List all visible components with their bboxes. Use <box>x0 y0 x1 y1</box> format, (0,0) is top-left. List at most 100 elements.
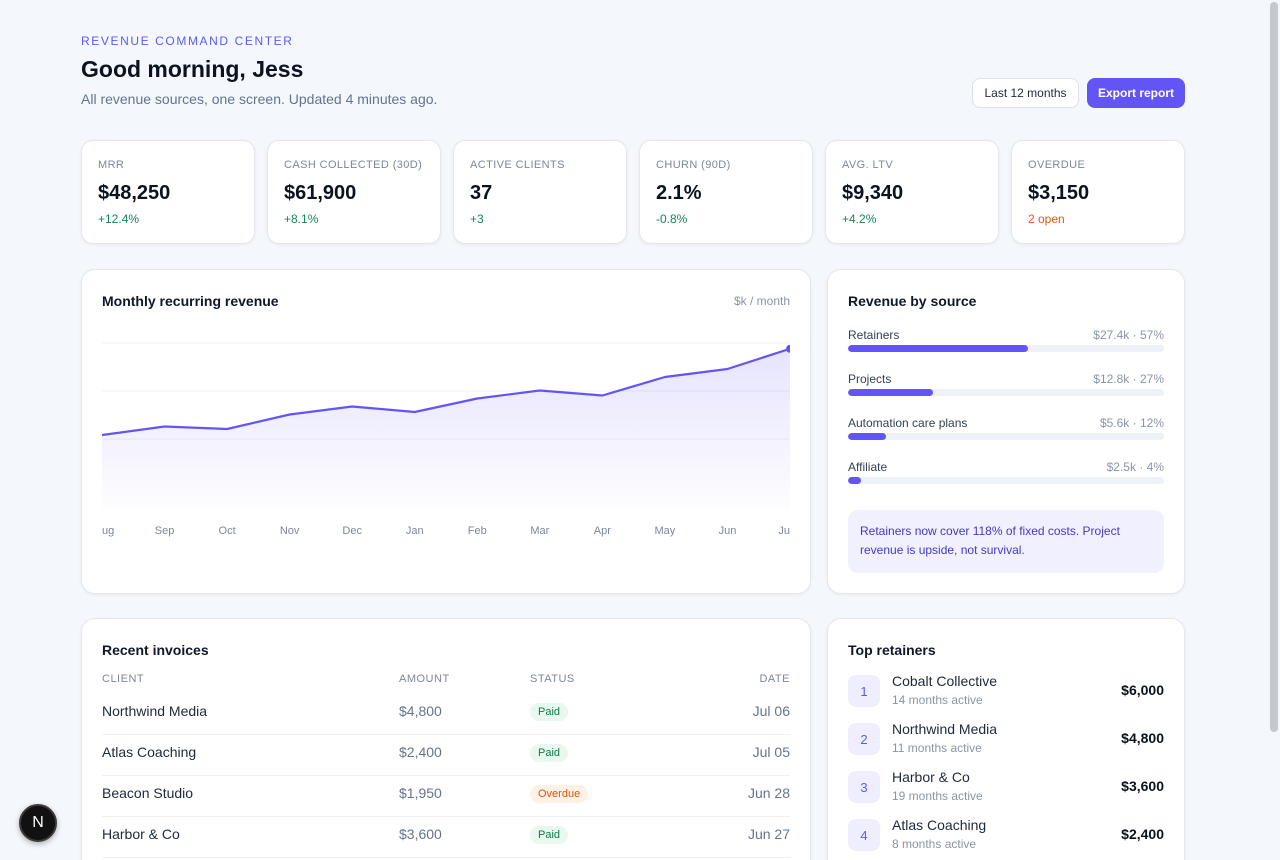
list-item[interactable]: 3 Harbor & Co 19 months active $3,600 <box>848 769 1164 809</box>
invoice-client: Northwind Media <box>102 703 208 719</box>
kpi-card-mrr: MRR $48,250 +12.4% <box>81 140 255 244</box>
invoice-date: Jun 27 <box>747 826 790 842</box>
kpi-delta: +3 <box>470 212 484 226</box>
mrr-point-jul[interactable] <box>786 344 790 353</box>
retainer-tenure: 14 months active <box>892 693 983 707</box>
kpi-delta: 2 open <box>1028 212 1065 226</box>
invoice-amount: $4,800 <box>399 703 442 719</box>
kpi-delta: +8.1% <box>284 212 319 226</box>
retainer-amount: $3,600 <box>1121 778 1164 794</box>
source-bar-track <box>848 433 1164 440</box>
retainer-name: Harbor & Co <box>892 769 970 785</box>
retainer-amount: $2,400 <box>1121 826 1164 842</box>
date-range-button[interactable]: Last 12 months <box>972 78 1079 108</box>
status-badge: Paid <box>530 744 569 762</box>
kpi-delta: +4.2% <box>842 212 877 226</box>
x-tick-label: Oct <box>219 525 236 537</box>
column-header-status[interactable]: STATUS <box>530 673 575 685</box>
x-tick-label: Mar <box>530 525 549 537</box>
kpi-value: 2.1% <box>656 182 702 204</box>
x-tick-label: Sep <box>155 525 175 537</box>
table-row[interactable]: Beacon Studio $1,950 Overdue Jun 28 <box>102 776 790 817</box>
invoice-date: Jul 06 <box>752 703 790 719</box>
x-tick-label: Dec <box>342 525 362 537</box>
mrr-series-line <box>102 347 790 437</box>
rank-badge: 2 <box>848 723 880 755</box>
kpi-card-cash-collected: CASH COLLECTED (30D) $61,900 +8.1% <box>267 140 441 244</box>
source-value: $27.4k · 57% <box>1093 328 1164 342</box>
status-badge: Paid <box>530 703 569 721</box>
mrr-chart-card: Monthly recurring revenue $k / month ug S… <box>81 269 811 594</box>
invoice-client: Beacon Studio <box>102 785 194 801</box>
x-tick-label: Feb <box>468 525 487 537</box>
page-eyebrow: REVENUE COMMAND CENTER <box>81 34 294 48</box>
kpi-card-churn: CHURN (90D) 2.1% -0.8% <box>639 140 813 244</box>
column-header-date[interactable]: DATE <box>759 673 790 685</box>
table-row[interactable]: Northwind Media $4,800 Paid Jul 06 <box>102 694 790 735</box>
dev-tools-badge[interactable]: N <box>19 804 57 842</box>
retainer-amount: $6,000 <box>1121 682 1164 698</box>
list-item[interactable]: 2 Northwind Media 11 months active $4,80… <box>848 721 1164 761</box>
kpi-value: $48,250 <box>98 182 171 204</box>
chart-title: Monthly recurring revenue <box>102 293 279 309</box>
invoice-amount: $1,950 <box>399 785 442 801</box>
page-subtitle: All revenue sources, one screen. Updated… <box>81 91 438 107</box>
kpi-card-active-clients: ACTIVE CLIENTS 37 +3 <box>453 140 627 244</box>
source-bar-track <box>848 389 1164 396</box>
source-bar-fill <box>848 433 886 440</box>
column-header-amount[interactable]: AMOUNT <box>399 673 450 685</box>
source-value: $12.8k · 27% <box>1093 372 1164 386</box>
retainer-name: Cobalt Collective <box>892 673 998 689</box>
retainer-name: Northwind Media <box>892 721 998 737</box>
column-header-client[interactable]: CLIENT <box>102 673 145 685</box>
export-report-button[interactable]: Export report <box>1087 78 1185 108</box>
invoice-date: Jul 05 <box>752 744 790 760</box>
source-name: Automation care plans <box>848 416 968 430</box>
kpi-delta: -0.8% <box>656 212 688 226</box>
x-tick-label: May <box>655 525 676 537</box>
invoice-amount: $2,400 <box>399 744 442 760</box>
rank-badge: 1 <box>848 675 880 707</box>
source-value: $5.6k · 12% <box>1099 416 1164 430</box>
kpi-value: $9,340 <box>842 182 904 204</box>
mrr-area <box>102 348 790 510</box>
retainer-tenure: 8 months active <box>892 837 977 851</box>
status-badge: Paid <box>530 826 569 844</box>
status-badge: Overdue <box>530 785 589 803</box>
invoice-client: Atlas Coaching <box>102 744 197 760</box>
source-name: Retainers <box>848 328 900 342</box>
source-name: Affiliate <box>848 460 888 474</box>
revenue-by-source-card: Revenue by source Retainers $27.4k · 57%… <box>827 269 1185 594</box>
retainers-title: Top retainers <box>848 642 936 658</box>
source-name: Projects <box>848 372 892 386</box>
x-tick-label: Jun <box>719 525 737 537</box>
list-item[interactable]: 1 Cobalt Collective 14 months active $6,… <box>848 673 1164 713</box>
source-bar-track <box>848 345 1164 352</box>
source-card-title: Revenue by source <box>848 293 977 309</box>
top-retainers-card: Top retainers 1 Cobalt Collective 14 mon… <box>827 618 1185 860</box>
rank-badge: 4 <box>848 819 880 851</box>
kpi-label: CHURN (90D) <box>656 159 731 171</box>
kpi-value: 37 <box>470 182 493 204</box>
retainer-tenure: 19 months active <box>892 789 983 803</box>
kpi-label: ACTIVE CLIENTS <box>470 159 565 171</box>
kpi-card-avg-ltv: AVG. LTV $9,340 +4.2% <box>825 140 999 244</box>
source-insight-note: Retainers now cover 118% of fixed costs.… <box>848 510 1164 573</box>
mrr-chart: ug Sep Oct Nov Dec Jan Feb Mar Apr May Jun Ju <box>102 342 790 537</box>
retainer-tenure: 11 months active <box>892 741 982 755</box>
page-title: Good morning, Jess <box>81 56 304 82</box>
list-item[interactable]: 4 Atlas Coaching 8 months active $2,400 <box>848 817 1164 857</box>
table-row[interactable]: Atlas Coaching $2,400 Paid Jul 05 <box>102 735 790 776</box>
source-bar-fill <box>848 477 861 484</box>
source-bar-track <box>848 477 1164 484</box>
kpi-label: AVG. LTV <box>842 159 894 171</box>
kpi-label: MRR <box>98 159 125 171</box>
kpi-delta: +12.4% <box>98 212 140 226</box>
kpi-value: $3,150 <box>1028 182 1090 204</box>
x-tick-label: Jan <box>406 525 424 537</box>
kpi-label: CASH COLLECTED (30D) <box>284 159 423 171</box>
table-row[interactable]: Harbor & Co $3,600 Paid Jun 27 <box>102 817 790 858</box>
kpi-card-overdue: OVERDUE $3,150 2 open <box>1011 140 1185 244</box>
invoices-title: Recent invoices <box>102 642 209 658</box>
page-scrollbar[interactable] <box>1270 2 1278 732</box>
